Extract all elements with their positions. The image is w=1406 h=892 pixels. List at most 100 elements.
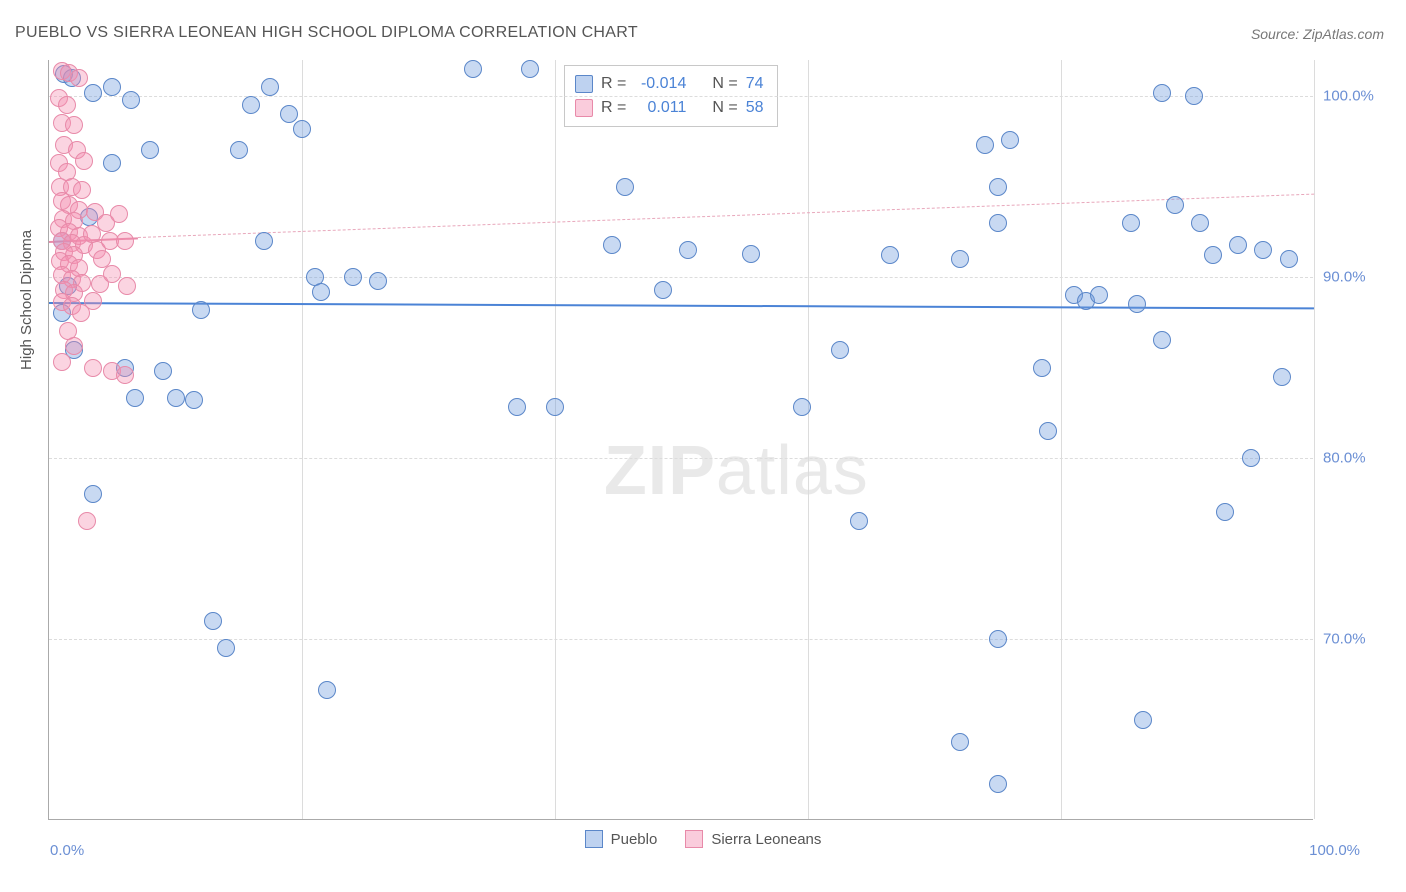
data-point xyxy=(951,733,969,751)
data-point xyxy=(318,681,336,699)
data-point xyxy=(192,301,210,319)
data-point xyxy=(103,154,121,172)
swatch-pink-icon xyxy=(575,99,593,117)
data-point xyxy=(116,366,134,384)
data-point xyxy=(70,69,88,87)
data-point xyxy=(508,398,526,416)
data-point xyxy=(1280,250,1298,268)
legend-swatch-pink-icon xyxy=(685,830,703,848)
gridline-h xyxy=(49,639,1313,640)
data-point xyxy=(369,272,387,290)
data-point xyxy=(989,630,1007,648)
data-point xyxy=(255,232,273,250)
data-point xyxy=(344,268,362,286)
data-point xyxy=(793,398,811,416)
data-point xyxy=(1254,241,1272,259)
data-point xyxy=(1090,286,1108,304)
data-point xyxy=(1033,359,1051,377)
data-point xyxy=(84,84,102,102)
data-point xyxy=(122,91,140,109)
source-label: Source: ZipAtlas.com xyxy=(1251,26,1384,42)
data-point xyxy=(103,78,121,96)
data-point xyxy=(73,181,91,199)
gridline-v xyxy=(1061,60,1062,819)
data-point xyxy=(1153,84,1171,102)
gridline-h xyxy=(49,277,1313,278)
data-point xyxy=(521,60,539,78)
chart-title: PUEBLO VS SIERRA LEONEAN HIGH SCHOOL DIP… xyxy=(15,24,638,42)
data-point xyxy=(1273,368,1291,386)
data-point xyxy=(154,362,172,380)
data-point xyxy=(230,141,248,159)
data-point xyxy=(58,96,76,114)
data-point xyxy=(126,389,144,407)
plot-area: ZIPatlas R = -0.014 N = 74 R = 0.011 N =… xyxy=(48,60,1313,820)
data-point xyxy=(616,178,634,196)
bottom-legend: Pueblo Sierra Leoneans xyxy=(0,830,1406,848)
data-point xyxy=(84,485,102,503)
data-point xyxy=(261,78,279,96)
legend-swatch-blue-icon xyxy=(585,830,603,848)
data-point xyxy=(167,389,185,407)
data-point xyxy=(742,245,760,263)
r-value-sierra: 0.011 xyxy=(634,96,686,120)
data-point xyxy=(1242,449,1260,467)
data-point xyxy=(1039,422,1057,440)
data-point xyxy=(989,178,1007,196)
watermark: ZIPatlas xyxy=(604,430,869,510)
data-point xyxy=(831,341,849,359)
ytick-label: 90.0% xyxy=(1323,269,1391,286)
trendline-pueblo xyxy=(49,302,1314,309)
swatch-blue-icon xyxy=(575,75,593,93)
data-point xyxy=(72,304,90,322)
data-point xyxy=(204,612,222,630)
y-axis-label: High School Diploma xyxy=(18,230,35,370)
data-point xyxy=(1166,196,1184,214)
r-label: R = xyxy=(601,96,626,120)
data-point xyxy=(881,246,899,264)
data-point xyxy=(951,250,969,268)
r-value-pueblo: -0.014 xyxy=(634,72,686,96)
data-point xyxy=(1185,87,1203,105)
data-point xyxy=(1191,214,1209,232)
data-point xyxy=(118,277,136,295)
legend-label-pueblo: Pueblo xyxy=(611,831,658,848)
data-point xyxy=(78,512,96,530)
n-label: N = xyxy=(712,96,737,120)
data-point xyxy=(75,152,93,170)
n-value-sierra: 58 xyxy=(746,96,764,120)
gridline-h xyxy=(49,458,1313,459)
data-point xyxy=(103,265,121,283)
data-point xyxy=(1128,295,1146,313)
data-point xyxy=(293,120,311,138)
trendline-sierra-dash xyxy=(138,194,1314,238)
ytick-label: 100.0% xyxy=(1323,88,1391,105)
data-point xyxy=(679,241,697,259)
data-point xyxy=(185,391,203,409)
data-point xyxy=(53,353,71,371)
gridline-v xyxy=(302,60,303,819)
ytick-label: 70.0% xyxy=(1323,631,1391,648)
legend-label-sierra: Sierra Leoneans xyxy=(711,831,821,848)
data-point xyxy=(976,136,994,154)
data-point xyxy=(1122,214,1140,232)
gridline-v xyxy=(808,60,809,819)
gridline-v xyxy=(1314,60,1315,819)
data-point xyxy=(141,141,159,159)
watermark-bold: ZIP xyxy=(604,431,716,509)
stat-row-pueblo: R = -0.014 N = 74 xyxy=(575,72,763,96)
data-point xyxy=(989,214,1007,232)
r-label: R = xyxy=(601,72,626,96)
data-point xyxy=(546,398,564,416)
data-point xyxy=(1216,503,1234,521)
data-point xyxy=(464,60,482,78)
n-label: N = xyxy=(712,72,737,96)
data-point xyxy=(603,236,621,254)
chart-container: PUEBLO VS SIERRA LEONEAN HIGH SCHOOL DIP… xyxy=(0,0,1406,892)
n-value-pueblo: 74 xyxy=(746,72,764,96)
data-point xyxy=(1134,711,1152,729)
data-point xyxy=(84,359,102,377)
stat-row-sierra: R = 0.011 N = 58 xyxy=(575,96,763,120)
data-point xyxy=(217,639,235,657)
legend-item-sierra: Sierra Leoneans xyxy=(685,830,821,848)
